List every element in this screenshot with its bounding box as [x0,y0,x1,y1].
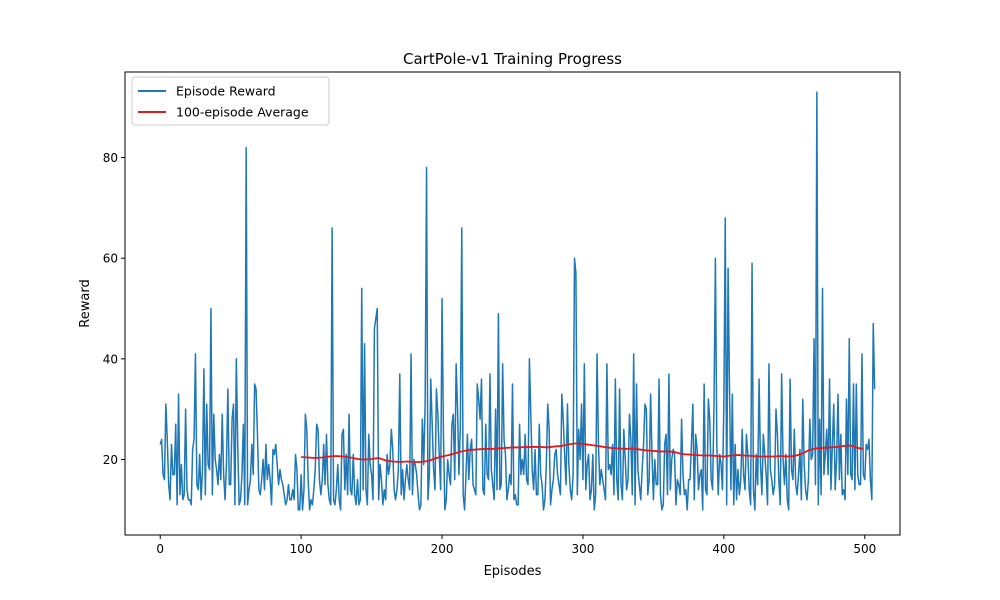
x-tick-label-200: 200 [431,542,454,556]
x-tick-label-300: 300 [572,542,595,556]
chart-title: CartPole-v1 Training Progress [403,50,622,68]
y-tick-label-40: 40 [103,352,118,366]
series-line-episode-reward [159,91,876,511]
legend-label-100-episode-average: 100-episode Average [176,105,309,120]
y-axis-label: Reward [78,279,93,327]
series-layer [159,91,876,511]
legend-label-episode-reward: Episode Reward [176,84,276,99]
series-line-100-episode-average [301,442,864,463]
legend: Episode Reward 100-episode Average [131,76,330,126]
plot-frame [124,71,901,536]
x-tick-label-0: 0 [156,542,164,556]
x-tick-label-100: 100 [290,542,313,556]
ticks-layer: 0 100 200 300 400 500 20 40 60 80 [103,151,877,556]
x-axis-label: Episodes [484,564,542,579]
y-tick-label-80: 80 [103,151,118,165]
y-tick-label-20: 20 [103,453,118,467]
legend-box [131,76,330,126]
y-tick-label-60: 60 [103,252,118,266]
x-tick-label-400: 400 [712,542,735,556]
x-tick-label-500: 500 [853,542,876,556]
